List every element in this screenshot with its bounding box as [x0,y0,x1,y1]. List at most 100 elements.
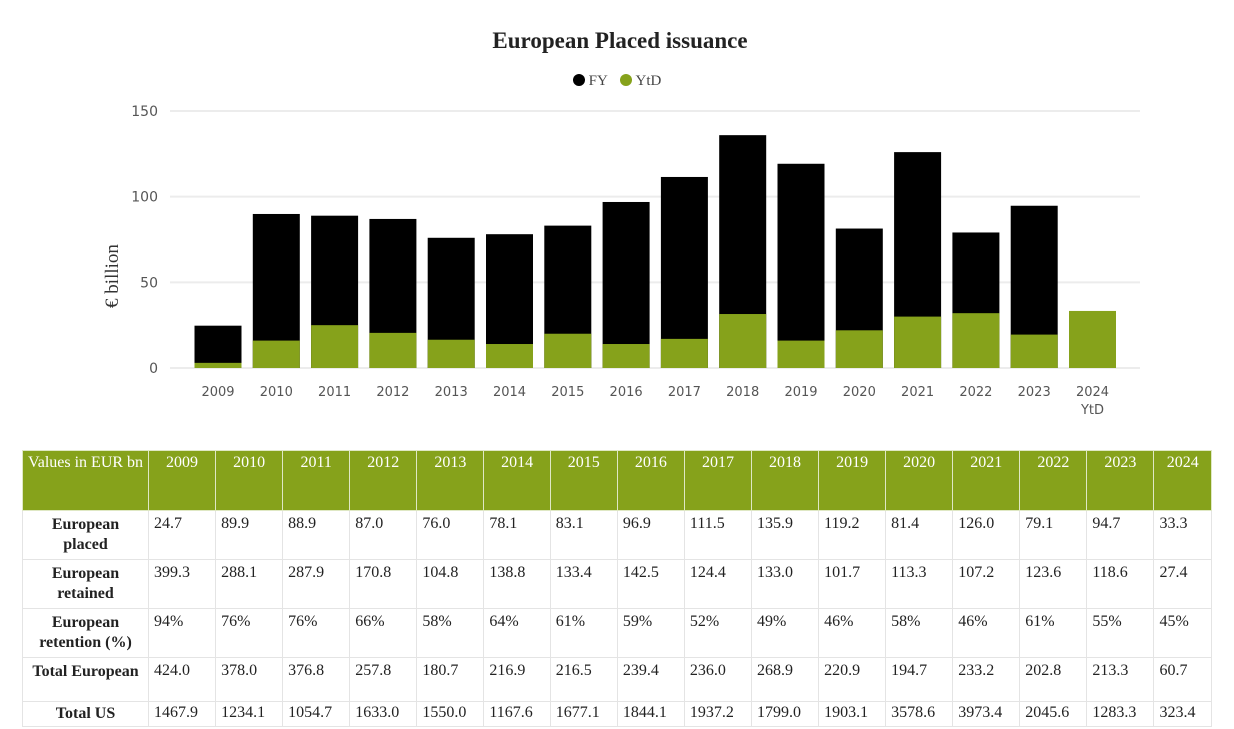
bar-ytd-2009 [194,362,242,368]
table-cell: 24.7 [147,510,217,560]
row-label: European placed [22,510,149,560]
table-cell: 58% [416,608,485,658]
y-tick-label: 50 [140,275,158,291]
table-cell: 3578.6 [885,701,954,727]
table-cell: 233.2 [952,657,1021,702]
table-cell: 170.8 [349,559,418,609]
table-cell: 220.9 [818,657,887,702]
year-header: 2009 [147,450,217,511]
x-tick-label: 2013 [435,385,468,400]
table-cell: 1844.1 [616,701,685,727]
x-tick-label: 2022 [959,385,992,400]
table-cell: 101.7 [818,559,887,609]
bar-ytd-2017 [660,338,708,368]
table-cell: 180.7 [416,657,485,702]
bar-fy-2017 [660,176,708,368]
legend-item-fy[interactable]: FY [572,73,608,89]
table-cell: 113.3 [885,559,954,609]
table-cell: 1234.1 [215,701,284,727]
table-cell: 61% [1019,608,1088,658]
legend-label-ytd: YtD [635,73,662,89]
legend-item-ytd[interactable]: YtD [619,73,662,89]
data-table: Values in EUR bn 2009 2010 2011 2012 2013 2014… [22,450,1212,727]
year-header: 2010 [215,450,284,511]
table-cell: 88.9 [282,510,351,560]
table-cell: 52% [683,608,752,658]
table-cell: 1054.7 [282,701,351,727]
bar-ytd-2019 [777,340,825,368]
bar-ytd-2022 [952,313,1000,368]
table-cell: 89.9 [215,510,284,560]
table-cell: 81.4 [885,510,954,560]
table-cell: 1677.1 [549,701,618,727]
table-cell: 133.4 [549,559,618,609]
row-label: Total US [22,701,149,727]
table-cell: 1633.0 [349,701,418,727]
table-cell: 126.0 [952,510,1021,560]
table-cell: 239.4 [616,657,685,702]
year-header: 2020 [885,450,954,511]
bar-fy-2019 [777,163,825,368]
table-cell: 111.5 [683,510,752,560]
x-tick-label: YtD [1080,403,1104,418]
table-cell: 288.1 [215,559,284,609]
table-cell: 124.4 [683,559,752,609]
year-header: 2019 [818,450,887,511]
x-tick-label: 2017 [668,385,701,400]
table-cell: 59% [616,608,685,658]
year-header: 2023 [1086,450,1155,511]
row-label: European retained [22,559,149,609]
table-cell: 1550.0 [416,701,485,727]
legend-label-fy: FY [588,73,608,89]
chart-title: European Placed issuance [492,28,748,53]
table-cell: 142.5 [616,559,685,609]
bar-ytd-2010 [252,340,300,368]
table-header-row: Values in EUR bn 2009 2010 2011 2012 2013 2014… [22,450,1212,511]
bar-ytd-2014 [486,344,533,368]
x-tick-label: 2012 [376,385,409,400]
table-cell: 78.1 [483,510,551,560]
table-row: Total European 424.0 378.0 376.8 257.8 180.7 2… [22,657,1212,702]
y-axis-label: € billion [102,244,123,308]
bar-fy-2016 [602,201,650,368]
table-cell: 323.4 [1153,701,1212,727]
table-cell: 118.6 [1086,559,1155,609]
x-tick-label: 2023 [1018,385,1051,400]
bar-ytd-2012 [369,332,417,368]
table-cell: 268.9 [750,657,820,702]
bar-ytd-2011 [311,325,359,368]
bar-ytd-2020 [835,330,883,368]
table-cell: 138.8 [483,559,551,609]
x-tick-label: 2014 [493,385,526,400]
table-cell: 287.9 [282,559,351,609]
table-cell: 27.4 [1153,559,1212,609]
table-cell: 378.0 [215,657,284,702]
table-cell: 45% [1153,608,1212,658]
year-header: 2011 [282,450,351,511]
table-cell: 194.7 [885,657,954,702]
table-cell: 79.1 [1019,510,1088,560]
bar-ytd-2013 [427,339,475,368]
table-cell: 46% [952,608,1021,658]
bar-ytd-2021 [894,316,942,368]
bar-ytd-2015 [544,333,592,368]
x-tick-label: 2019 [784,385,817,400]
table-cell: 257.8 [349,657,418,702]
table-cell: 213.3 [1086,657,1155,702]
table-cell: 94.7 [1086,510,1155,560]
table-cell: 1283.3 [1086,701,1155,727]
table-cell: 399.3 [147,559,217,609]
table-cell: 49% [750,608,820,658]
table-cell: 66% [349,608,418,658]
x-tick-label: 2016 [610,385,643,400]
table-cell: 1903.1 [818,701,887,727]
x-tick-label: 2015 [551,385,584,400]
bar-ytd-2024 [1069,310,1116,368]
table-cell: 135.9 [750,510,820,560]
table-cell: 104.8 [416,559,485,609]
table-cell: 216.9 [483,657,551,702]
legend-swatch-fy [572,74,585,86]
year-header: 2013 [416,450,485,511]
table-cell: 133.0 [750,559,820,609]
row-label: European retention (%) [22,608,149,658]
